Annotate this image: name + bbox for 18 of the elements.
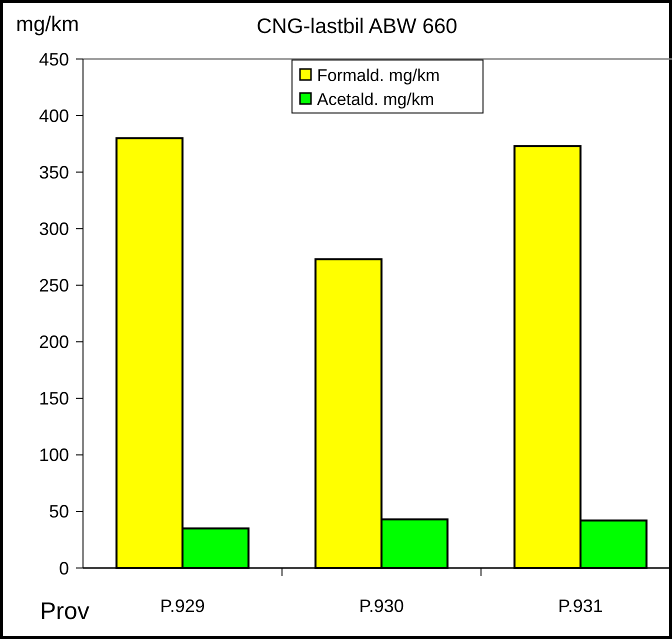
x-tick-label: P.929 [160,596,205,616]
chart-title: CNG-lastbil ABW 660 [256,15,458,38]
x-axis-title: Prov [40,598,90,625]
y-axis-title: mg/km [16,13,79,36]
y-tick-label: 150 [38,388,69,409]
y-tick-label: 450 [38,49,69,70]
x-tick-label: P.931 [558,596,603,616]
y-tick-label: 100 [38,445,69,466]
y-tick-label: 300 [38,218,69,239]
y-tick-label: 250 [38,276,69,296]
y-tick-label: 400 [38,106,69,126]
y-tick-label: 200 [38,332,69,352]
y-tick-label: 50 [48,502,69,522]
y-tick-label: 350 [38,162,69,182]
y-tick-label: 0 [58,558,69,578]
legend-label: Acetald. mg/km [317,90,434,109]
legend-label: Formald. mg/km [317,66,440,85]
x-tick-label: P.930 [359,596,404,616]
